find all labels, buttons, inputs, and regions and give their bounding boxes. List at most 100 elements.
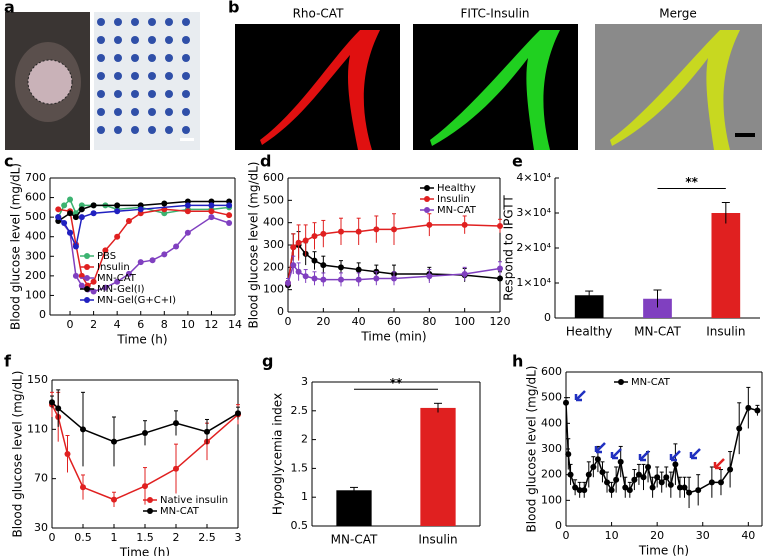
x-tick-label: 0	[563, 529, 570, 542]
data-point	[631, 476, 638, 483]
data-point	[67, 196, 74, 203]
needle-dot	[148, 18, 156, 26]
panel-label: c	[4, 152, 13, 171]
data-point	[613, 476, 620, 483]
data-point	[311, 257, 318, 264]
data-point	[640, 474, 647, 481]
x-axis-label: Time (min)	[360, 330, 426, 344]
data-point	[302, 273, 309, 280]
data-point	[676, 484, 683, 491]
data-point	[581, 487, 588, 494]
x-tick-label: 0	[49, 531, 56, 544]
x-tick-label: 12	[204, 318, 218, 331]
data-point	[355, 266, 362, 273]
y-tick-label: 300	[25, 249, 46, 262]
data-point	[572, 484, 579, 491]
y-tick-label: 500	[25, 210, 46, 223]
y-tick-label: 1	[301, 490, 308, 503]
patch	[27, 59, 73, 105]
series-line	[58, 208, 230, 287]
data-point	[290, 262, 297, 269]
legend-label: MN-Gel(G+C+I)	[97, 295, 176, 306]
y-tick-label: 0	[277, 305, 284, 318]
needle-dot	[131, 90, 139, 98]
needle-dot	[148, 54, 156, 62]
data-point	[338, 228, 344, 235]
data-point	[295, 268, 302, 275]
data-point	[295, 239, 302, 246]
x-tick-label: 0.5	[74, 531, 92, 544]
panel-label: a	[4, 0, 15, 17]
legend-marker	[424, 207, 430, 213]
needle-dot	[114, 54, 122, 62]
data-point	[111, 438, 117, 445]
y-axis-label: Hypoglycemia index	[271, 393, 285, 515]
data-point	[736, 425, 743, 432]
data-point	[226, 202, 233, 209]
needle-dot	[114, 108, 122, 116]
data-point	[61, 220, 68, 227]
image-title: FITC-Insulin	[460, 7, 529, 21]
y-tick-label: 2×10⁴	[516, 241, 551, 254]
data-point	[311, 275, 318, 282]
data-point	[114, 202, 121, 209]
data-point	[90, 202, 97, 209]
data-point	[61, 202, 68, 209]
data-point	[149, 257, 156, 264]
y-tick-label: 0	[555, 519, 562, 532]
needle-dot	[114, 90, 122, 98]
x-tick-label: 40	[741, 529, 755, 542]
x-tick-label: MN-CAT	[634, 325, 681, 339]
needle-dot	[182, 72, 190, 80]
data-point	[111, 496, 117, 503]
data-point	[125, 270, 132, 277]
series-line	[57, 216, 230, 293]
x-tick-label: 10	[605, 529, 619, 542]
data-point	[125, 218, 132, 225]
y-tick-label: 200	[541, 468, 562, 481]
needle-dot	[165, 18, 173, 26]
data-point	[173, 243, 180, 250]
needle-dot	[97, 108, 105, 116]
y-axis-label: Blood glucose level (mg/dL)	[11, 371, 25, 538]
y-tick-label: 3	[301, 375, 308, 388]
data-point	[565, 451, 572, 458]
data-point	[285, 279, 291, 286]
needle-dot	[131, 36, 139, 44]
legend-label: PBS	[97, 251, 116, 262]
data-point	[654, 474, 661, 481]
legend-marker	[424, 185, 430, 191]
data-point	[184, 202, 191, 209]
x-tick-label: 0	[285, 315, 292, 328]
data-point	[114, 208, 121, 215]
data-point	[161, 200, 168, 207]
data-point	[114, 233, 121, 240]
legend-label: MN-Gel(I)	[97, 284, 145, 295]
image-title: Rho-CAT	[293, 7, 344, 21]
needle-dot	[131, 108, 139, 116]
data-point	[320, 276, 327, 283]
x-tick-label: 0	[67, 318, 74, 331]
bar	[574, 295, 604, 318]
green-structure	[430, 30, 560, 150]
data-point	[290, 244, 297, 251]
data-point	[173, 420, 179, 427]
data-point	[55, 206, 62, 213]
data-point	[461, 221, 468, 228]
data-point	[49, 399, 55, 406]
legend-marker	[84, 253, 90, 259]
y-tick-label: 400	[25, 230, 46, 243]
needle-dot	[165, 108, 173, 116]
data-point	[686, 489, 693, 496]
data-point	[226, 220, 233, 227]
legend-label: MN-CAT	[97, 273, 137, 284]
data-point	[67, 210, 74, 217]
y-tick-label: 400	[263, 216, 284, 229]
data-point	[645, 463, 652, 470]
arrow	[713, 458, 725, 470]
y-axis-label: Respond to IPGTT	[502, 195, 516, 301]
needle-dot	[182, 108, 190, 116]
data-point	[695, 487, 702, 494]
data-point	[72, 272, 79, 279]
needle-dot	[97, 126, 105, 134]
